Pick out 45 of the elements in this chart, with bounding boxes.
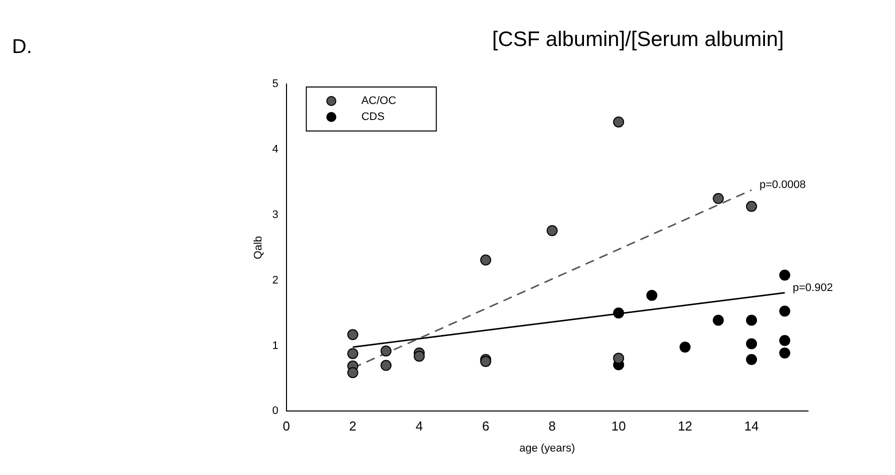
annotation: p=0.0008 bbox=[760, 179, 806, 192]
point bbox=[779, 306, 790, 317]
x-tick-label: 6 bbox=[482, 418, 490, 434]
y-axis-title: Qalb bbox=[252, 236, 265, 260]
y-tick-label: 5 bbox=[272, 78, 278, 90]
point bbox=[712, 314, 724, 326]
annotation: p=0.902 bbox=[792, 282, 833, 294]
point bbox=[712, 193, 724, 204]
legend-label: CDS bbox=[361, 111, 385, 124]
point bbox=[779, 335, 790, 346]
x-tick-label: 2 bbox=[349, 418, 356, 434]
x-tick-label: 10 bbox=[611, 418, 626, 434]
chart-title: [CSF albumin]/[Serum albumin] bbox=[491, 28, 785, 52]
x-tick-label: 12 bbox=[678, 418, 692, 434]
point bbox=[347, 367, 358, 378]
y-tick-label: 2 bbox=[272, 274, 278, 286]
point bbox=[746, 338, 758, 350]
point bbox=[480, 254, 492, 266]
x-tick-label: 0 bbox=[282, 418, 290, 434]
y-tick-label: 3 bbox=[272, 208, 278, 221]
point bbox=[613, 116, 624, 128]
point bbox=[347, 329, 358, 340]
x-tick-label: 14 bbox=[744, 418, 759, 434]
point bbox=[347, 348, 358, 360]
point bbox=[680, 342, 691, 353]
x-axis-title: age (years) bbox=[519, 442, 575, 454]
point bbox=[613, 308, 624, 319]
point bbox=[746, 314, 758, 326]
point bbox=[779, 270, 790, 281]
x-tick-label: 8 bbox=[548, 418, 556, 434]
x-tick-label: 4 bbox=[416, 418, 423, 434]
point bbox=[779, 347, 790, 358]
point bbox=[414, 350, 425, 362]
point bbox=[380, 360, 392, 371]
legend-label: AC/OC bbox=[361, 95, 396, 108]
y-tick-label: 0 bbox=[272, 405, 278, 418]
y-tick-label: 4 bbox=[272, 143, 278, 156]
point bbox=[646, 290, 658, 301]
point bbox=[380, 345, 392, 356]
y-tick-label: 1 bbox=[272, 340, 278, 352]
point bbox=[613, 352, 624, 364]
point bbox=[746, 354, 758, 366]
point bbox=[546, 225, 558, 236]
text: D. bbox=[12, 36, 32, 59]
point bbox=[746, 200, 758, 212]
